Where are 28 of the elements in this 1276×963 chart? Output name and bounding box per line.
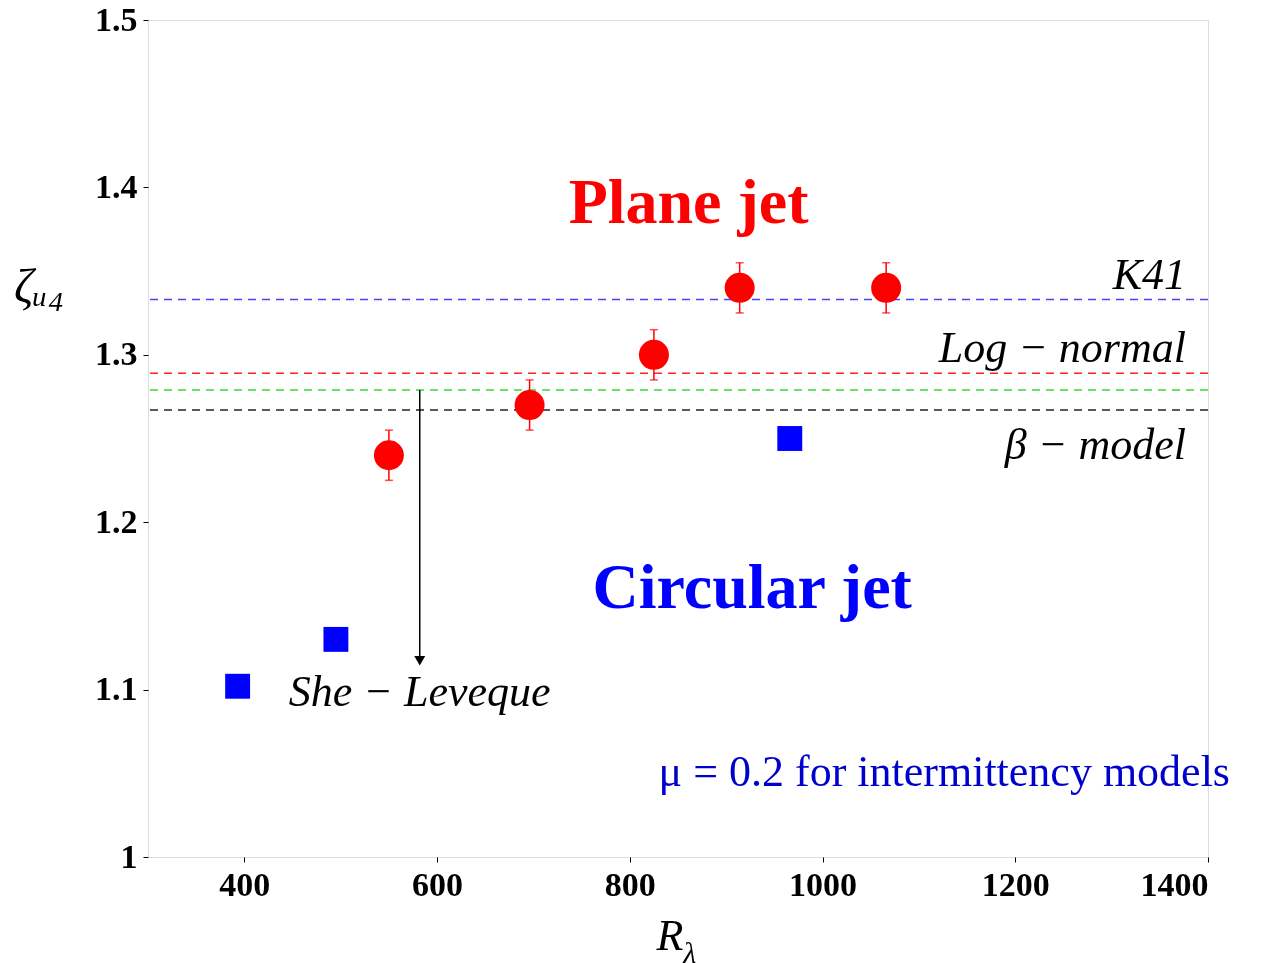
series-label: Plane jet bbox=[568, 166, 810, 238]
x-tick-label: 1200 bbox=[981, 865, 1050, 903]
x-tick-label: 600 bbox=[412, 865, 464, 903]
y-tick-label: 1.3 bbox=[95, 335, 138, 373]
annotation: μ = 0.2 for intermittency models bbox=[658, 747, 1230, 797]
point bbox=[323, 626, 349, 652]
x-tick-label: 1000 bbox=[789, 865, 858, 903]
point bbox=[638, 339, 669, 370]
x-tick-label: 400 bbox=[219, 865, 271, 903]
ref-line-label: β − model bbox=[1003, 420, 1186, 470]
y-tick-label: 1 bbox=[120, 837, 138, 875]
y-tick-label: 1.5 bbox=[95, 0, 138, 38]
point bbox=[777, 426, 803, 451]
x-tick-label: 1400 bbox=[1140, 865, 1209, 903]
annotation: She − Leveque bbox=[288, 666, 551, 716]
point bbox=[373, 440, 404, 471]
point bbox=[871, 272, 902, 303]
point bbox=[724, 272, 755, 303]
ref-line-label: Log − normal bbox=[937, 323, 1186, 373]
y-axis-title: ζᵤ₄ bbox=[14, 258, 65, 312]
y-tick-label: 1.2 bbox=[95, 502, 138, 540]
y-tick-label: 1.4 bbox=[95, 167, 138, 205]
ref-line-label: K41 bbox=[1111, 249, 1186, 299]
x-tick-label: 800 bbox=[604, 865, 656, 903]
text: Circular jet bbox=[592, 551, 913, 623]
point bbox=[514, 390, 545, 420]
point bbox=[225, 673, 251, 699]
y-tick-label: 1.1 bbox=[95, 670, 138, 708]
